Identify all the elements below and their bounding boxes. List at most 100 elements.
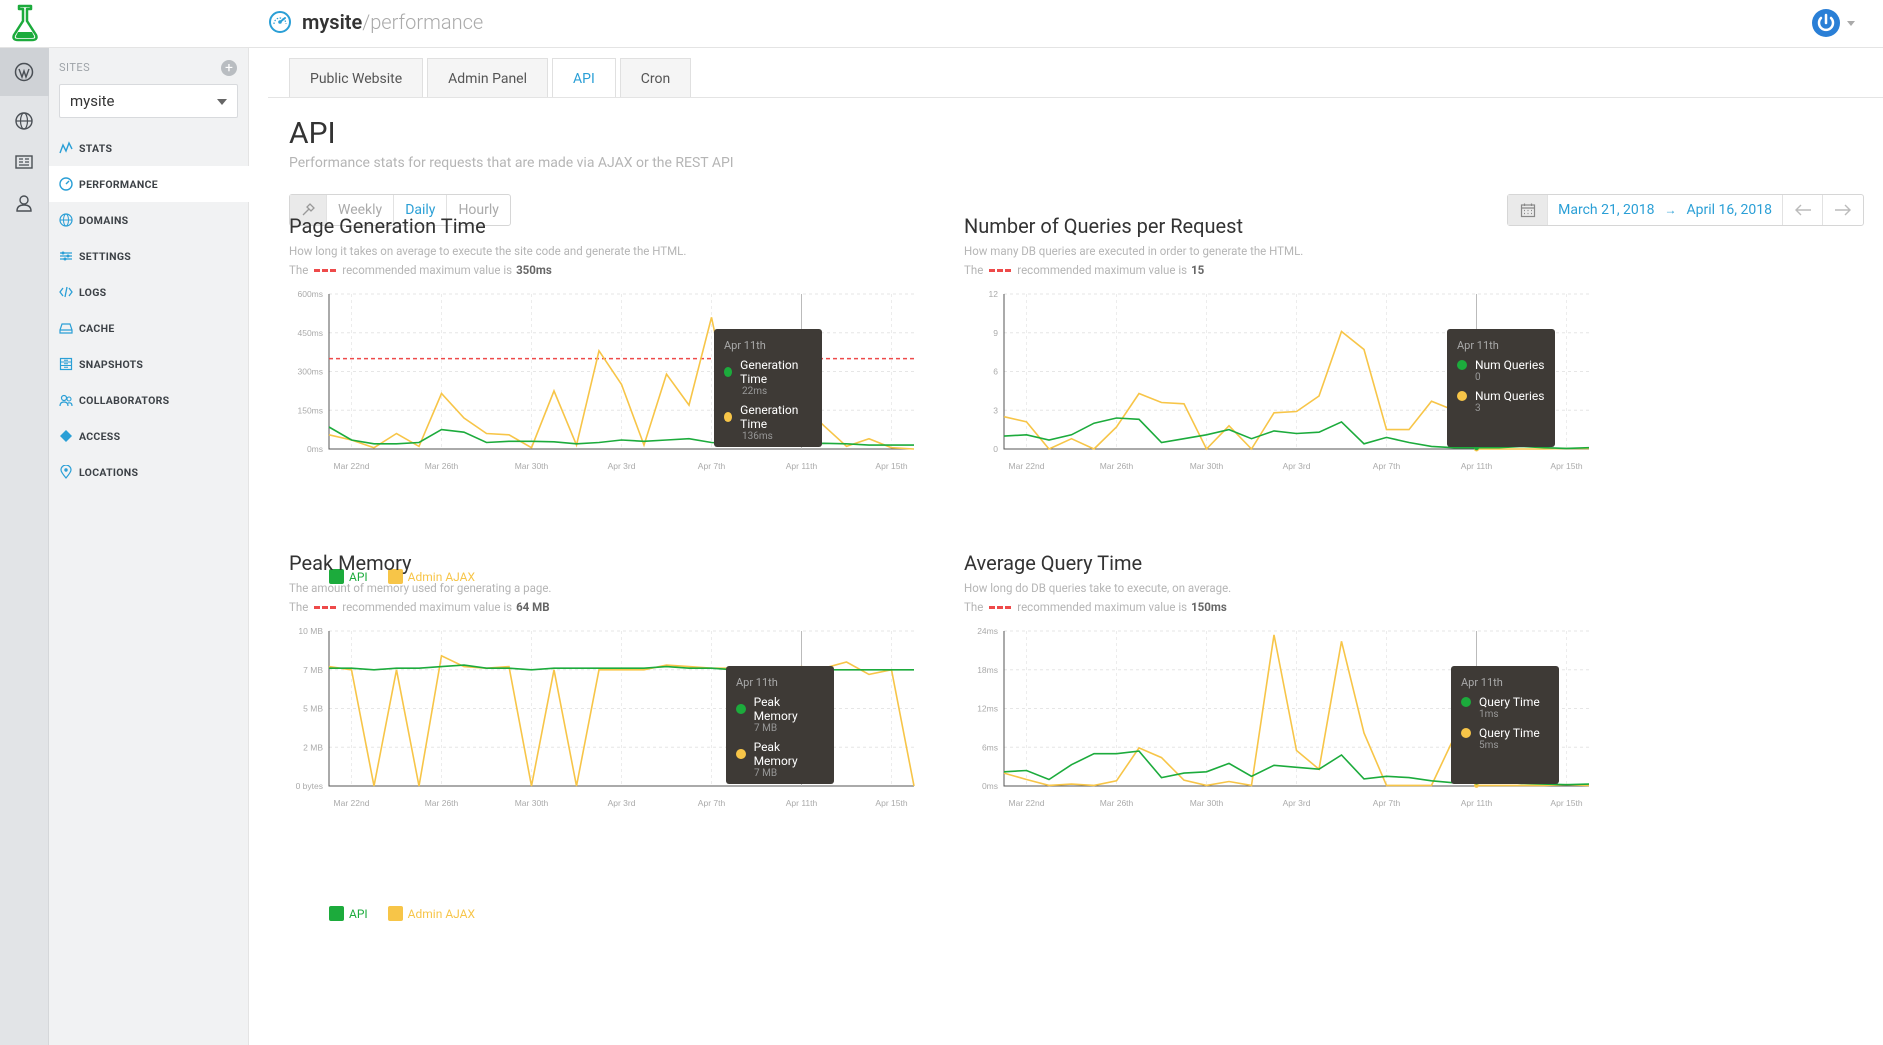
series-line-api[interactable] (1003, 417, 1590, 450)
site-select[interactable]: mysite (59, 84, 238, 118)
next-range-button[interactable] (1823, 195, 1863, 225)
sidebar-item-access[interactable]: ACCESS (49, 418, 249, 454)
code-icon (59, 286, 73, 298)
y-tick-label: 0ms (307, 444, 323, 454)
brush-icon (302, 203, 315, 216)
site-select-value: mysite (70, 92, 115, 110)
arrow-left-icon (1794, 204, 1811, 216)
period-weekly[interactable]: Weekly (327, 195, 395, 225)
sidebar-item-logs[interactable]: LOGS (49, 274, 249, 310)
tooltip-series-name: Generation Time (740, 358, 799, 386)
legend-item-api[interactable]: API (329, 906, 368, 921)
tooltip-value: 0 (1475, 372, 1481, 383)
series-dot (724, 367, 733, 377)
site-title: mysite/performance (268, 10, 483, 34)
sites-label: SITES (59, 61, 91, 74)
tooltip-value: 1ms (1479, 709, 1499, 720)
legend-label: API (349, 906, 368, 921)
y-tick-label: 6ms (982, 742, 998, 752)
chart-title: Number of Queries per Request (964, 214, 1244, 238)
legend-item-admin-ajax[interactable]: Admin AJAX (387, 569, 475, 584)
sidebar-item-settings[interactable]: SETTINGS (49, 238, 249, 274)
sidebar-item-collaborators[interactable]: COLLABORATORS (49, 382, 249, 418)
sidebar-item-performance[interactable]: PERFORMANCE (49, 166, 249, 202)
x-tick-label: Mar 26th (425, 461, 459, 471)
date-from: March 21, 2018 (1558, 202, 1655, 218)
tooltip-row: Peak Memory (736, 740, 824, 768)
period-hourly[interactable]: Hourly (458, 202, 499, 218)
tooltip-row: Num Queries (1457, 358, 1545, 372)
power-icon[interactable] (1811, 8, 1841, 38)
flask-logo-icon[interactable] (10, 3, 40, 43)
y-tick-label: 24ms (977, 626, 998, 636)
tooltip-row: Generation Time (724, 358, 812, 386)
y-tick-label: 0ms (982, 781, 998, 791)
chart-title: Average Query Time (964, 551, 1143, 575)
sidebar-item-cache[interactable]: CACHE (49, 310, 249, 346)
tab-api[interactable]: API (552, 58, 616, 98)
date-range-values[interactable]: March 21, 2018 → April 16, 2018 (1548, 195, 1783, 225)
wordpress-icon[interactable] (14, 62, 34, 82)
x-tick-label: Apr 3rd (1283, 461, 1311, 471)
period-daily[interactable]: Daily (394, 195, 448, 225)
tooltip-date: Apr 11th (1461, 676, 1503, 689)
sidebar-item-label: ACCESS (79, 429, 121, 443)
app-rail (0, 48, 49, 1045)
chart-tooltip: Apr 11th Peak Memory 7 MB Peak Memory 7 MB (726, 666, 834, 784)
page-subtitle: Performance stats for requests that are … (289, 155, 734, 171)
sidebar-item-stats[interactable]: STATS (49, 130, 249, 166)
rec-max-value: 150ms (1191, 600, 1227, 614)
legend-item-api[interactable]: API (329, 569, 368, 584)
chart-tooltip: Apr 11th Query Time 1ms Query Time 5ms (1451, 666, 1559, 784)
add-site-button[interactable]: + (221, 60, 237, 76)
x-tick-label: Apr 15th (1550, 461, 1582, 471)
sidebar-item-domains[interactable]: DOMAINS (49, 202, 249, 238)
tooltip-series-name: Num Queries (1475, 389, 1545, 403)
sidebar-nav: STATS PERFORMANCE DOMAINS SETTINGS LOGS CACHE… (49, 130, 249, 490)
tab-cron[interactable]: Cron (619, 58, 692, 98)
x-tick-label: Apr 3rd (1283, 798, 1311, 808)
calendar-icon (1520, 203, 1535, 218)
tooltip-series-name: Peak Memory (753, 695, 798, 723)
rec-suffix: recommended maximum value is (342, 263, 513, 277)
y-tick-label: 10 MB (298, 626, 323, 636)
rec-prefix: The (964, 600, 984, 614)
sidebar-item-label: CACHE (79, 321, 115, 335)
series-line-admin-ajax[interactable] (1003, 330, 1589, 451)
newspaper-icon[interactable] (14, 152, 34, 172)
line-chart[interactable]: 0ms 150ms 300ms 450ms 600ms Mar 22nd Mar 26th M… (289, 284, 929, 484)
account-menu-chevron-icon[interactable] (1847, 21, 1855, 26)
limit-line-swatch (989, 268, 1012, 272)
series-line-api[interactable] (328, 426, 914, 446)
tab-public-website[interactable]: Public Website (289, 58, 424, 98)
y-tick-label: 600ms (297, 289, 323, 299)
legend-item-admin-ajax[interactable]: Admin AJAX (387, 906, 475, 921)
chart-description: How long do DB queries take to execute, … (964, 581, 1232, 595)
sidebar: SITES + mysite STATS PERFORMANCE DOMAINS SE… (49, 48, 249, 1045)
x-tick-label: Apr 7th (1373, 798, 1401, 808)
site-name: mysite (302, 10, 363, 34)
gauge-icon (269, 11, 291, 33)
rec-max-value: 350ms (516, 263, 552, 277)
recommended-max-note: The recommended maximum value is 64 MB (289, 600, 550, 614)
rec-suffix: recommended maximum value is (342, 600, 513, 614)
previous-range-button[interactable] (1783, 195, 1823, 225)
sidebar-item-snapshots[interactable]: SNAPSHOTS (49, 346, 249, 382)
x-tick-label: Apr 11th (1461, 461, 1493, 471)
chart-description: The amount of memory used for generating… (289, 581, 552, 595)
calendar-button[interactable] (1508, 195, 1549, 225)
tooltip-series-name: Peak Memory (753, 740, 798, 768)
series-line-admin-ajax[interactable] (1003, 634, 1590, 787)
y-tick-label: 300ms (297, 367, 323, 377)
pin-icon (60, 465, 72, 479)
sidebar-item-label: STATS (79, 141, 113, 155)
sidebar-item-locations[interactable]: LOCATIONS (49, 454, 249, 490)
y-tick-label: 9 (993, 328, 998, 338)
user-icon[interactable] (14, 193, 34, 213)
page-title: API (289, 116, 336, 151)
globe-icon[interactable] (14, 111, 34, 131)
period-custom-button[interactable] (290, 195, 327, 225)
rec-prefix: The (289, 600, 309, 614)
x-tick-label: Mar 22nd (1009, 461, 1045, 471)
tab-admin-panel[interactable]: Admin Panel (427, 58, 549, 98)
